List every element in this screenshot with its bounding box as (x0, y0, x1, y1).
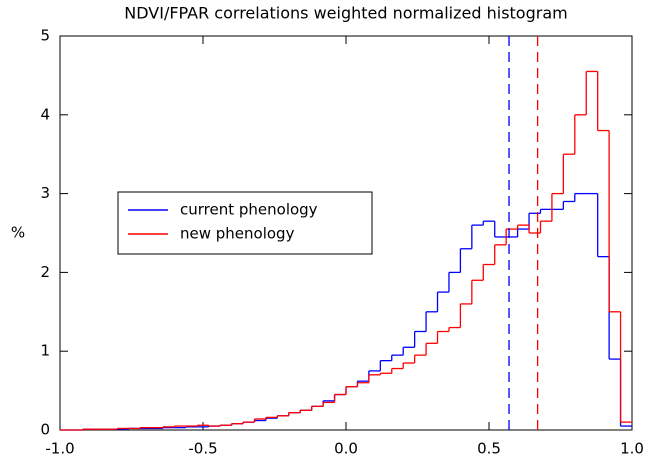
x-tick-label: -1.0 (45, 440, 74, 458)
chart-title: NDVI/FPAR correlations weighted normaliz… (124, 4, 567, 23)
x-tick-label: -0.5 (188, 440, 217, 458)
y-tick-label: 3 (40, 184, 50, 202)
legend-label: current phenology (180, 201, 318, 219)
x-tick-label: 0.0 (334, 440, 358, 458)
y-tick-label: 1 (40, 342, 50, 360)
x-tick-label: 0.5 (477, 440, 501, 458)
y-tick-label: 0 (40, 421, 50, 439)
x-tick-label: 1.0 (620, 440, 644, 458)
legend-label: new phenology (180, 225, 295, 243)
legend-box (117, 191, 373, 255)
y-tick-label: 5 (40, 27, 50, 45)
y-tick-label: 4 (40, 105, 50, 123)
y-axis-label: % (11, 224, 25, 242)
y-tick-label: 2 (40, 263, 50, 281)
